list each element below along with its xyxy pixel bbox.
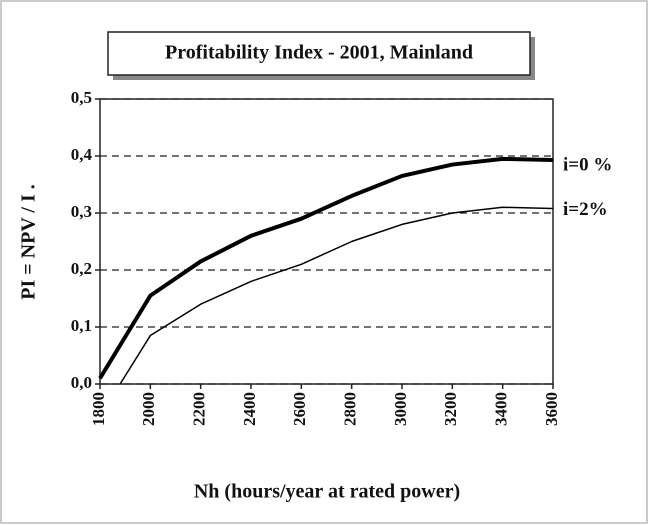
x-tick-label: 3600 (542, 392, 561, 426)
x-tick-label: 3000 (391, 392, 410, 426)
x-tick-label: 2000 (139, 392, 158, 426)
series-line (119, 206, 554, 385)
x-tick-label: 3200 (441, 392, 460, 426)
x-tick-label: 1800 (89, 392, 108, 426)
x-tick-label: 2800 (341, 392, 360, 426)
legend-label: i=2% (563, 199, 608, 220)
y-tick-label: 0,2 (71, 259, 92, 278)
chart-title: Profitability Index - 2001, Mainland (165, 42, 473, 64)
series-line (98, 156, 554, 380)
y-tick-label: 0,5 (71, 88, 92, 107)
x-tick-label: 2400 (240, 392, 259, 426)
x-tick-label: 3400 (492, 392, 511, 426)
x-tick-label: 2200 (190, 392, 209, 426)
title-box (107, 31, 531, 76)
y-tick-label: 0,1 (71, 316, 92, 335)
x-axis-label: Nh (hours/year at rated power) (194, 481, 460, 503)
y-tick-label: 0,3 (71, 202, 92, 221)
y-axis-label: PI = NPV / I . (18, 184, 40, 299)
y-tick-label: 0,4 (71, 145, 93, 164)
legend-label: i=0 % (563, 154, 612, 175)
x-tick-label: 2600 (290, 392, 309, 426)
y-tick-label: 0,0 (71, 373, 92, 392)
plot-area (99, 98, 554, 385)
